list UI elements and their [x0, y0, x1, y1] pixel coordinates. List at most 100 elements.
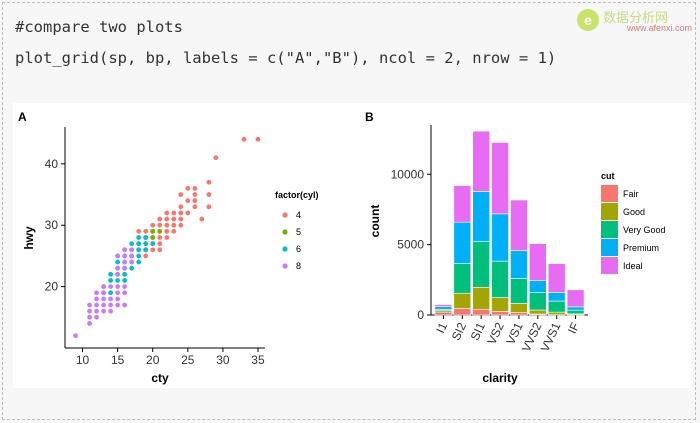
- panel-a-point-cyl-8: [122, 290, 128, 296]
- panel-b-y-tick-label: 5000: [397, 238, 424, 252]
- panel-a-legend-swatch: [282, 263, 288, 269]
- panel-a-point-cyl-8: [101, 296, 106, 302]
- panel-a-point-cyl-4: [157, 247, 163, 253]
- panel-a-point-cyl-8: [122, 284, 128, 290]
- panel-a-legend-label: 5: [296, 227, 301, 237]
- notebook-cell: #compare two plots plot_grid(sp, bp, lab…: [2, 2, 696, 420]
- panel-b-legend-swatch: [601, 203, 618, 220]
- panel-a-point-cyl-4: [164, 216, 170, 222]
- panel-b-bar-segment-very-good: [472, 241, 490, 288]
- panel-b-legend-swatch: [601, 221, 618, 238]
- panel-a-legend-label: 6: [296, 244, 301, 254]
- panel-a-point-cyl-6: [129, 265, 135, 271]
- panel-a-point-cyl-5: [150, 235, 156, 240]
- panel-a-point-cyl-8: [94, 302, 99, 308]
- panel-a-point-cyl-4: [150, 222, 156, 228]
- panel-a-point-cyl-8: [115, 284, 121, 290]
- panel-b-bar-segment-premium: [566, 306, 585, 311]
- panel-a-x-tick-label: 25: [181, 353, 195, 367]
- panel-a-point-cyl-4: [255, 136, 261, 142]
- panel-a-legend-swatch: [282, 246, 288, 252]
- panel-b-legend-label: Premium: [623, 243, 659, 253]
- panel-a-point-cyl-4: [171, 228, 177, 234]
- panel-b-x-label: clarity: [482, 371, 518, 385]
- panel-b-legend-swatch: [601, 239, 618, 256]
- panel-a-point-cyl-4: [157, 241, 163, 247]
- panel-a-point-cyl-8: [115, 271, 121, 277]
- panel-a-point-cyl-4: [178, 222, 184, 228]
- panel-a-point-cyl-8: [108, 302, 114, 308]
- panel-b-bar-segment-fair: [434, 311, 453, 316]
- panel-a-point-cyl-4: [171, 222, 177, 228]
- panel-a-point-cyl-4: [178, 192, 184, 197]
- panel-b-bar-segment-ideal: [453, 185, 472, 223]
- panel-a-point-cyl-8: [129, 253, 135, 259]
- panel-a-point-cyl-4: [185, 185, 191, 191]
- panel-a-point-cyl-4: [213, 155, 219, 161]
- panel-b-legend-label: Good: [623, 207, 645, 217]
- panel-b-bar-segment-fair: [453, 308, 472, 316]
- panel-a-legend-title: factor(cyl): [275, 190, 319, 200]
- panel-a-point-cyl-4: [192, 204, 198, 210]
- panel-a-point-cyl-4: [192, 198, 198, 204]
- panel-a-point-cyl-6: [122, 278, 128, 283]
- panel-a-point-cyl-8: [87, 314, 92, 320]
- panel-a-point-cyl-4: [143, 253, 149, 259]
- panel-a-point-cyl-6: [143, 247, 149, 253]
- panel-a-point-cyl-8: [87, 308, 92, 314]
- panel-b-bar-segment-ideal: [529, 243, 547, 281]
- panel-b-legend-label: Very Good: [623, 225, 666, 235]
- panel-b-bar-segment-ideal: [547, 263, 566, 293]
- panel-a-point-cyl-6: [108, 290, 114, 296]
- panel-b-bar-segment-fair: [472, 308, 490, 316]
- panel-a-point-cyl-8: [94, 290, 99, 296]
- panel-a-point-cyl-8: [115, 290, 121, 296]
- panel-a-point-cyl-6: [115, 259, 121, 265]
- panel-a-point-cyl-8: [94, 314, 99, 320]
- panel-a-point-cyl-8: [122, 265, 128, 271]
- panel-a-point-cyl-6: [150, 241, 156, 247]
- panel-a-point-cyl-4: [136, 228, 142, 234]
- panel-a-point-cyl-4: [185, 210, 191, 216]
- panel-a-point-cyl-8: [87, 302, 92, 308]
- panel-a-point-cyl-8: [122, 253, 128, 259]
- panel-a-point-cyl-8: [101, 308, 106, 314]
- panel-a-point-cyl-8: [115, 296, 121, 302]
- panel-a-point-cyl-4: [206, 204, 212, 210]
- panel-a-point-cyl-8: [94, 308, 99, 314]
- panel-b-bar-segment-premium: [510, 250, 528, 279]
- panel-a-point-cyl-8: [73, 333, 78, 339]
- panel-b-bar-segment-ideal: [434, 304, 453, 307]
- panel-b-bar-segment-very-good: [529, 292, 547, 311]
- panel-a-point-cyl-6: [143, 241, 149, 247]
- panel-a-point-cyl-6: [129, 241, 135, 247]
- panel-b-bar-segment-premium: [472, 191, 490, 243]
- panel-a-legend-swatch: [282, 212, 288, 218]
- panel-a-x-label: cty: [151, 371, 169, 385]
- panel-a-point-cyl-4: [143, 228, 149, 234]
- panel-b-bar-segment-very-good: [491, 260, 509, 298]
- panel-a-point-cyl-8: [108, 308, 114, 314]
- panel-b-bar-segment-good: [547, 311, 566, 316]
- panel-a-label: A: [18, 110, 27, 124]
- panel-a-point-cyl-4: [192, 192, 198, 197]
- watermark-logo-icon: e: [577, 9, 599, 31]
- panel-a-point-cyl-4: [164, 235, 170, 240]
- panel-b-legend-label: Ideal: [623, 261, 643, 271]
- panel-b-bar-segment-ideal: [491, 142, 509, 215]
- panel-b-bar-segment-very-good: [510, 278, 528, 304]
- panel-a-point-cyl-6: [136, 247, 142, 253]
- plot-output: A 10 15 20 25 30 35 20 30 40 cty hwy factor(cyl)…: [13, 103, 691, 388]
- panel-a-point-cyl-6: [136, 253, 142, 259]
- panel-b-bar-segment-fair: [491, 311, 509, 316]
- panel-a-point-cyl-8: [101, 284, 106, 290]
- panel-a-legend-swatch: [282, 229, 288, 235]
- panel-a-point-cyl-4: [171, 210, 177, 216]
- panel-a-point-cyl-4: [185, 198, 191, 204]
- panel-b-bar-segment-premium: [529, 280, 547, 293]
- panel-a-point-cyl-6: [108, 278, 114, 283]
- panel-a-point-cyl-4: [164, 228, 170, 234]
- panel-b-bar-segment-good: [472, 287, 490, 310]
- panel-a-y-tick-label: 20: [45, 280, 59, 294]
